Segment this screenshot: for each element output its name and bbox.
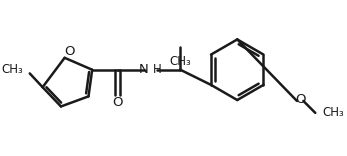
Text: O: O (64, 45, 75, 58)
Text: CH₃: CH₃ (323, 106, 345, 119)
Text: CH₃: CH₃ (1, 63, 23, 76)
Text: N: N (138, 63, 148, 76)
Text: O: O (113, 96, 123, 109)
Text: CH₃: CH₃ (169, 55, 191, 68)
Text: O: O (295, 93, 306, 106)
Text: H: H (153, 63, 162, 76)
